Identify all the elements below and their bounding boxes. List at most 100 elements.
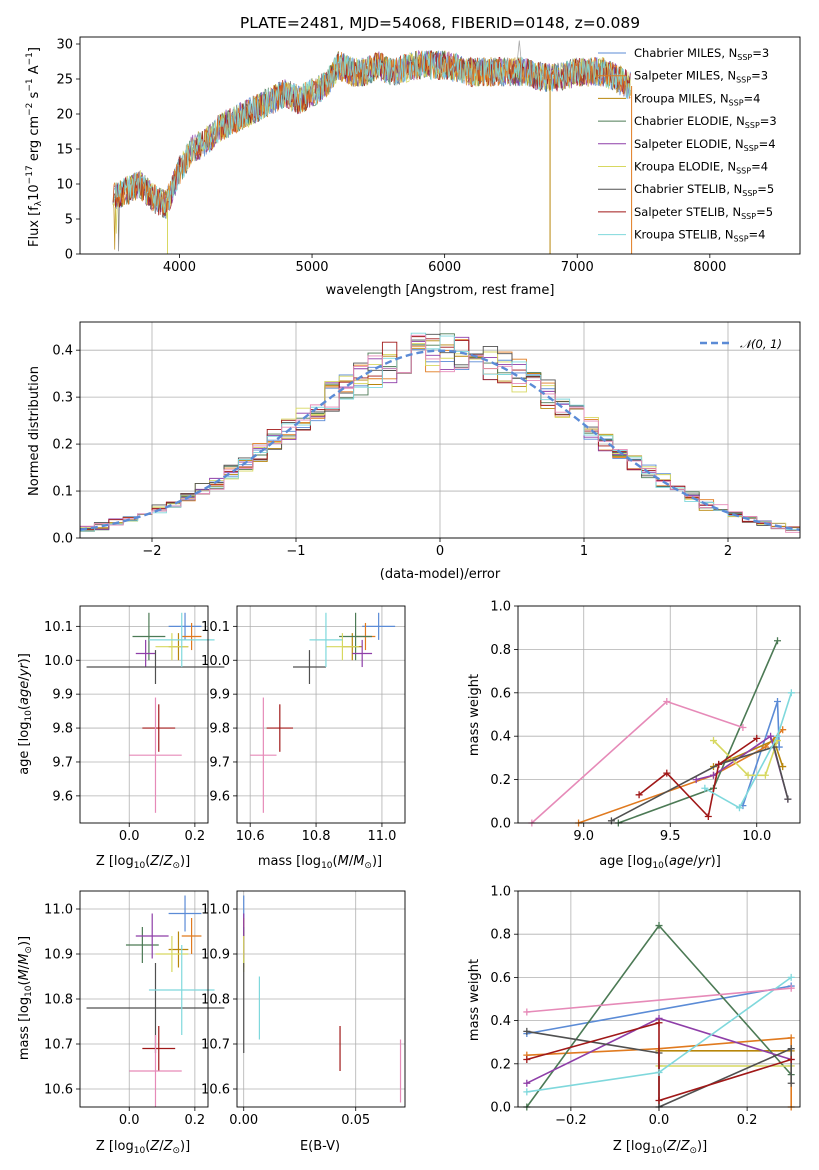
wAge-xlabel: age [log10(age/yr)]: [599, 854, 721, 871]
y-tick-label: 0.8: [490, 643, 511, 658]
y-tick-label: 0.0: [52, 532, 73, 547]
axes-frame: [79, 321, 801, 539]
y-tick-label: 0.2: [490, 1057, 511, 1072]
axes-frame: [79, 605, 209, 824]
y-tick-label: 9.6: [52, 789, 73, 804]
x-tick-label: 0.2: [737, 1113, 758, 1128]
y-tick-label: 0.8: [490, 928, 511, 943]
y-tick-label: 10.9: [201, 948, 230, 963]
y-tick-label: 9.9: [52, 688, 73, 703]
x-tick-label: 5000: [295, 260, 328, 275]
x-tick-label: 0.05: [341, 1113, 370, 1128]
y-tick-label: 1.0: [490, 600, 511, 615]
y-tick-label: 9.7: [209, 755, 230, 770]
weight-vs-age-panel: mass weight age [log10(age/yr)] 9.0 9.5 10…: [467, 600, 801, 871]
y-tick-label: 0: [65, 248, 73, 263]
y-tick-label: 20: [56, 108, 73, 123]
y-tick-label: 0.4: [52, 344, 73, 359]
legend-entry: Kroupa ELODIE, NSSP=4: [634, 160, 768, 176]
tick-marks: 9.0 9.5 10.0 0.0 0.2 0.4 0.6 0.8 1.0: [490, 600, 771, 845]
legend-entry: Chabrier STELIB, NSSP=5: [634, 182, 774, 198]
residuals-xlabel: (data-model)/error: [380, 567, 501, 582]
legend-entry: 𝒩(0, 1): [740, 337, 782, 351]
x-tick-label: 0: [436, 544, 444, 559]
x-tick-label: 1: [580, 544, 588, 559]
weight-marker: [523, 1088, 531, 1096]
y-tick-label: 10.6: [201, 1083, 230, 1098]
y-tick-label: 10.1: [44, 620, 73, 635]
tick-marks: 4000 5000 6000 7000 8000 0 5 10 15 20 25 30: [56, 38, 726, 276]
x-tick-label: 0.0: [119, 1113, 140, 1128]
wZ-ylabel: mass weight: [467, 959, 482, 1041]
spectrum-ylabel: Flux [fλ10−17 erg cm−2 s−1 A−1]: [25, 47, 44, 247]
age-vs-metallicity-panel: age [log10(age/yr)] Z [log10(Z/Z⊙)] 0.0 0…: [17, 605, 225, 871]
spectrum-legend: Chabrier MILES, NSSP=3 Salpeter MILES, NS…: [598, 46, 777, 244]
legend-entry: Salpeter ELODIE, NSSP=4: [634, 137, 776, 153]
mE-xlabel: E(B-V): [300, 1139, 340, 1154]
axes-frame: [79, 890, 209, 1108]
grid-lines: [237, 891, 405, 1107]
weight-line: [611, 745, 789, 822]
weight-marker: [767, 732, 775, 740]
weight-line: [526, 985, 792, 1035]
weight-marker: [787, 984, 795, 992]
spectrum-xlabel: wavelength [Angstrom, rest frame]: [326, 283, 555, 298]
y-tick-label: 11.0: [201, 903, 230, 918]
y-tick-label: 0.6: [490, 971, 511, 986]
y-tick-label: 9.6: [209, 789, 230, 804]
y-tick-label: 10: [56, 178, 73, 193]
weight-marker: [523, 1008, 531, 1016]
ageZ-ylabel: age [log10(age/yr)]: [17, 653, 34, 775]
grid-lines: [80, 606, 208, 823]
y-tick-label: 0.0: [490, 817, 511, 832]
legend-entry: Salpeter STELIB, NSSP=5: [634, 205, 773, 221]
weight-series: [528, 637, 795, 827]
normal-curve: [79, 349, 801, 531]
weight-marker: [779, 763, 787, 771]
y-tick-label: 15: [56, 143, 73, 158]
y-tick-label: 0.2: [490, 773, 511, 788]
tick-marks: 0.0 0.2 10.6 10.7 10.8 10.9 11.0: [44, 903, 205, 1129]
y-tick-label: 0.6: [490, 686, 511, 701]
weight-marker: [655, 1097, 663, 1105]
legend-entry: Kroupa MILES, NSSP=4: [634, 91, 760, 107]
legend-entry: Chabrier ELODIE, NSSP=3: [634, 114, 777, 130]
weight-line: [704, 692, 793, 809]
weight-marker: [715, 760, 723, 768]
x-tick-label: 10.0: [742, 829, 771, 844]
x-tick-label: 10.8: [302, 829, 331, 844]
x-tick-label: 11.0: [367, 829, 396, 844]
weight-marker: [774, 732, 782, 740]
weight-marker: [735, 804, 743, 812]
axes-frame: [517, 605, 801, 824]
weight-marker: [784, 795, 792, 803]
weight-marker: [663, 769, 671, 777]
histogram-series: [79, 332, 801, 533]
x-tick-label: −2: [142, 544, 161, 559]
figure-title: PLATE=2481, MJD=54068, FIBERID=0148, z=0…: [240, 14, 640, 32]
weight-marker: [655, 1019, 663, 1027]
weight-marker: [655, 922, 663, 930]
y-tick-label: 0.4: [490, 1014, 511, 1029]
weight-marker: [635, 791, 643, 799]
tick-marks: −2 −1 0 1 2 0.0 0.1 0.2 0.3 0.4: [52, 344, 732, 559]
y-tick-label: 10.6: [44, 1083, 73, 1098]
x-tick-label: 0.00: [229, 1113, 258, 1128]
axes-frame: [236, 605, 406, 824]
x-tick-label: 2: [724, 544, 732, 559]
weight-marker: [787, 973, 795, 981]
weight-marker: [787, 689, 795, 697]
wAge-ylabel: mass weight: [467, 674, 482, 756]
weight-marker: [761, 771, 769, 779]
y-tick-label: 10.8: [44, 993, 73, 1008]
wZ-xlabel: Z [log10(Z/Z⊙)]: [613, 1139, 707, 1156]
x-tick-label: 0.2: [185, 829, 206, 844]
residual-legend: 𝒩(0, 1): [700, 337, 782, 351]
grid-lines: [80, 891, 208, 1107]
y-tick-label: 1.0: [490, 885, 511, 900]
error-points: [243, 895, 402, 1103]
x-tick-label: 9.0: [573, 829, 594, 844]
y-tick-label: 10.7: [201, 1038, 230, 1053]
weight-marker: [709, 737, 717, 745]
